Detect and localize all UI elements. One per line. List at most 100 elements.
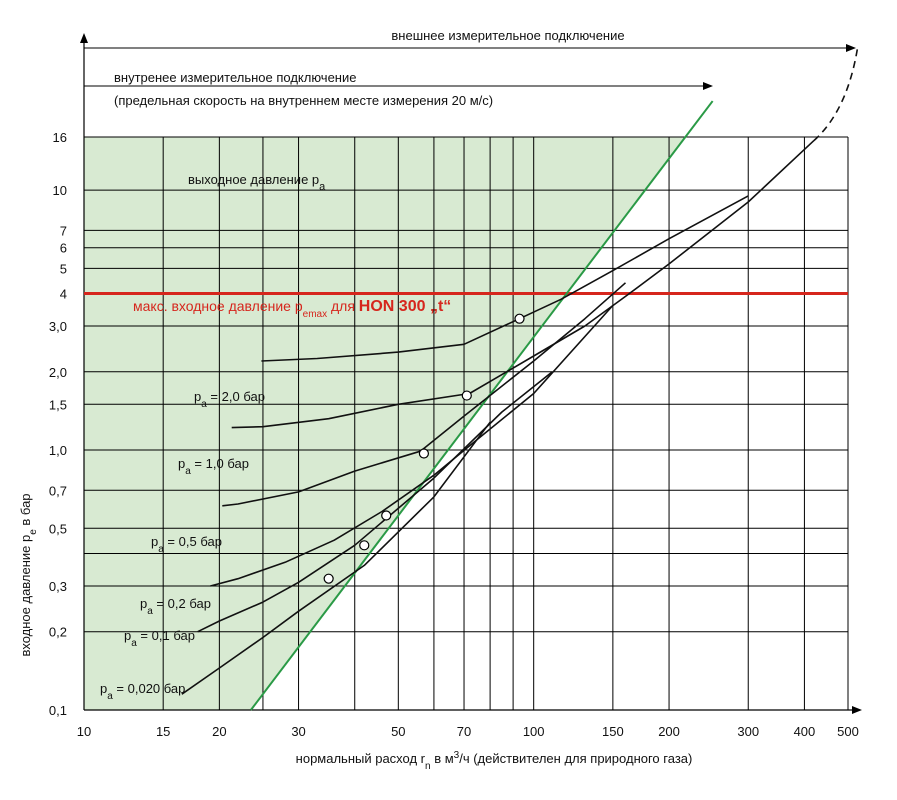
y-tick-label: 0,3 [49,579,67,594]
y-tick-label: 4 [60,287,67,302]
series-label-eq: = [191,456,206,471]
x-tick-label: 200 [658,724,680,739]
series-label: pa = 0,2 бар [140,596,211,617]
series-label: pa = 0,1 бар [124,628,195,649]
intersection-marker [323,573,334,584]
x-axis-arrow [852,706,862,714]
y-tick-label: 16 [53,130,67,145]
max-inlet-pressure-text: макс. входное давление p [133,298,303,314]
series-label-p: p [140,596,147,611]
series-label-value: 0,020 [128,681,161,696]
series-label-eq: = [137,628,152,643]
series-label-sub: a [185,466,191,477]
series-label-eq: = [164,534,179,549]
series-label-value: 0,5 [179,534,197,549]
x-axis-label-sub: n [425,761,431,772]
x-axis-label-text: нормальный расход r [296,751,426,766]
y-axis-label-text: в бар [18,493,33,529]
max-inlet-pressure-sub: emax [303,309,327,320]
intersection-marker [514,313,525,324]
internal-connection-label: внутренее измерительное подключение [114,70,356,85]
internal-connection-note: (предельная скорость на внутреннем месте… [114,93,493,108]
velocity-limit-line [250,100,714,711]
x-tick-label: 15 [156,724,170,739]
outlet-pressure-label: выходное давление pa [188,172,326,193]
x-tick-label: 70 [457,724,471,739]
x-tick-label: 10 [77,724,91,739]
intersection-marker [418,448,430,459]
series-line [197,371,553,633]
series-label-p: p [194,389,201,404]
series-label-unit: бар [224,456,249,471]
series-label: pa = 2,0 бар [194,389,265,410]
y-tick-label: 0,2 [49,625,67,640]
intersection-marker [359,540,370,551]
series-label-unit: бар [197,534,222,549]
series-line [181,421,491,695]
series-label-p: p [124,628,131,643]
series-label-sub: a [201,399,207,410]
series-label-eq: = [113,681,128,696]
y-tick-label: 0,7 [49,483,67,498]
y-tick-label: 5 [60,261,67,276]
series-label-sub: a [131,638,137,649]
y-tick-label: 2,0 [49,365,67,380]
model-name: HON 300 „t“ [359,298,451,315]
series-label-p: p [151,534,158,549]
y-tick-label: 1,0 [49,443,67,458]
series-label-eq: = [153,596,168,611]
x-tick-label: 100 [523,724,545,739]
series-label-sub: a [158,544,164,555]
external-arrow-head [846,44,856,52]
x-axis-label-text: в м [431,751,454,766]
series-label-unit: бар [160,681,185,696]
y-tick-label: 3,0 [49,319,67,334]
series-label-sub: a [107,691,113,702]
series-extension-dashed [813,44,859,142]
x-tick-label: 400 [794,724,816,739]
x-axis-label-text: /ч (действителен для природного газа) [459,751,692,766]
outlet-pressure-sub: a [319,181,326,193]
intersection-marker [461,390,472,401]
x-tick-label: 300 [737,724,759,739]
series-label: pa = 1,0 бар [178,456,249,477]
outlet-pressure-text: выходное давление p [188,172,319,187]
y-axis-label-sub: e [28,529,39,535]
x-tick-label: 30 [291,724,305,739]
series-label-value: 0,1 [152,628,170,643]
x-tick-label: 150 [602,724,624,739]
series-label-value: 1,0 [206,456,224,471]
y-tick-label: 0,5 [49,521,67,536]
y-axis-label-text: входное давление p [18,535,33,657]
x-axis-label: нормальный расход rn в м3/ч (действителе… [296,750,693,772]
x-tick-label: 500 [837,724,859,739]
series-label-value: 0,2 [168,596,186,611]
series-label: pa = 0,020 бар [100,681,185,702]
x-tick-label: 20 [212,724,226,739]
intersection-marker [381,510,392,521]
series-label-unit: бар [240,389,265,404]
y-tick-label: 0,1 [49,703,67,718]
series-label-unit: бар [186,596,211,611]
y-tick-label: 6 [60,241,67,256]
x-axis-label-sup: 3 [454,750,460,761]
y-tick-label: 1,5 [49,397,67,412]
permissible-region [84,137,686,710]
y-axis-arrow [80,33,88,43]
external-connection-label: внешнее измерительное подключение [391,28,624,43]
series-label: pa = 0,5 бар [151,534,222,555]
series-line [210,304,614,587]
y-tick-label: 7 [60,223,67,238]
series-label-p: p [100,681,107,696]
series-line [231,140,815,429]
max-inlet-pressure-label: макс. входное давление pemax для HON 300… [133,298,451,320]
series-label-unit: бар [170,628,195,643]
max-inlet-pressure-text: для [327,298,359,314]
series-label-eq: = [207,389,222,404]
y-axis-label: входное давление pe в бар [18,493,39,656]
series-label-sub: a [147,606,153,617]
x-tick-label: 50 [391,724,405,739]
y-tick-label: 10 [53,183,67,198]
internal-arrow-head [703,82,713,90]
